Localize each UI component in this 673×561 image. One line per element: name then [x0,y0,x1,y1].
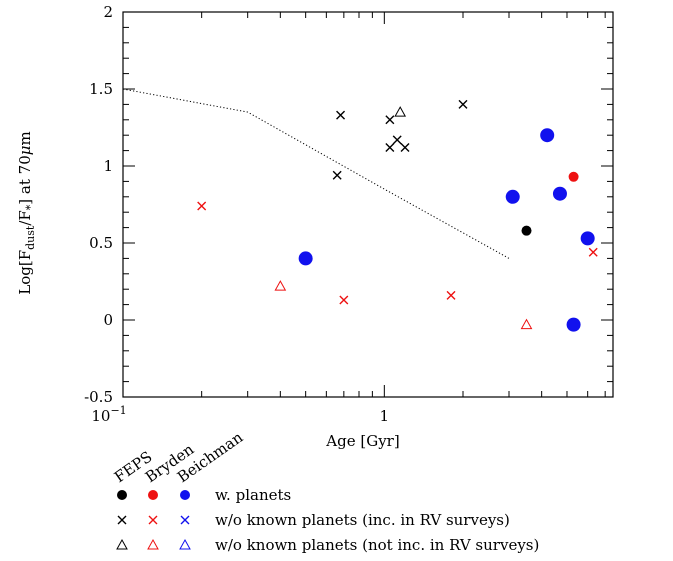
data-point-feps-triangle [394,106,407,117]
legend-label: w. planets [215,486,291,504]
legend-marker-filled-circle [180,490,190,500]
data-point-feps-cross [332,170,342,180]
data-point-bryden-triangle [274,280,287,291]
y-tick-label: 0 [103,311,113,329]
data-point-bryden-cross [197,201,207,211]
y-tick-label: 1 [103,157,113,175]
data-point-beichman-filled-circle [540,128,555,143]
y-axis-label: Log[Fdust/F*] at 70μm [16,131,37,294]
x-axis-label: Age [Gyr] [325,432,399,450]
legend-marker-cross [117,515,127,525]
y-tick-label: 1.5 [89,80,113,98]
data-point-feps-cross [392,135,402,145]
data-point-beichman-filled-circle [552,186,567,201]
legend-marker-triangle [116,538,128,550]
legend-marker-filled-circle [117,490,127,500]
data-point-beichman-filled-circle [505,189,520,204]
x-tick-label: 10−1 [91,404,126,425]
legend-marker-filled-circle [148,490,158,500]
y-tick-label: -0.5 [84,388,113,406]
plot-frame [122,11,614,398]
legend-marker-triangle [179,538,191,550]
data-point-bryden-triangle [520,318,533,330]
data-point-beichman-filled-circle [298,251,313,266]
data-point-feps-cross [385,115,395,125]
x-tick-label: 1 [380,407,390,425]
data-point-bryden-cross [446,290,456,300]
data-point-feps-filled-circle [521,225,532,236]
data-point-bryden-cross [588,247,598,257]
legend-marker-triangle [147,538,159,550]
legend-marker-cross [180,515,190,525]
dotted-trend-line [122,88,510,259]
data-point-bryden-filled-circle [568,171,579,182]
data-point-feps-cross [385,143,395,153]
legend-marker-cross [148,515,158,525]
data-point-feps-cross [458,99,468,109]
data-point-bryden-cross [339,295,349,305]
data-point-beichman-filled-circle [566,317,581,332]
legend-label: w/o known planets (inc. in RV surveys) [215,511,510,529]
legend-label: w/o known planets (not inc. in RV survey… [215,536,539,554]
y-tick-label: 0.5 [89,234,113,252]
data-point-beichman-filled-circle [580,231,595,246]
data-point-feps-cross [400,143,410,153]
data-point-feps-cross [336,110,346,120]
y-tick-label: 2 [103,3,113,21]
